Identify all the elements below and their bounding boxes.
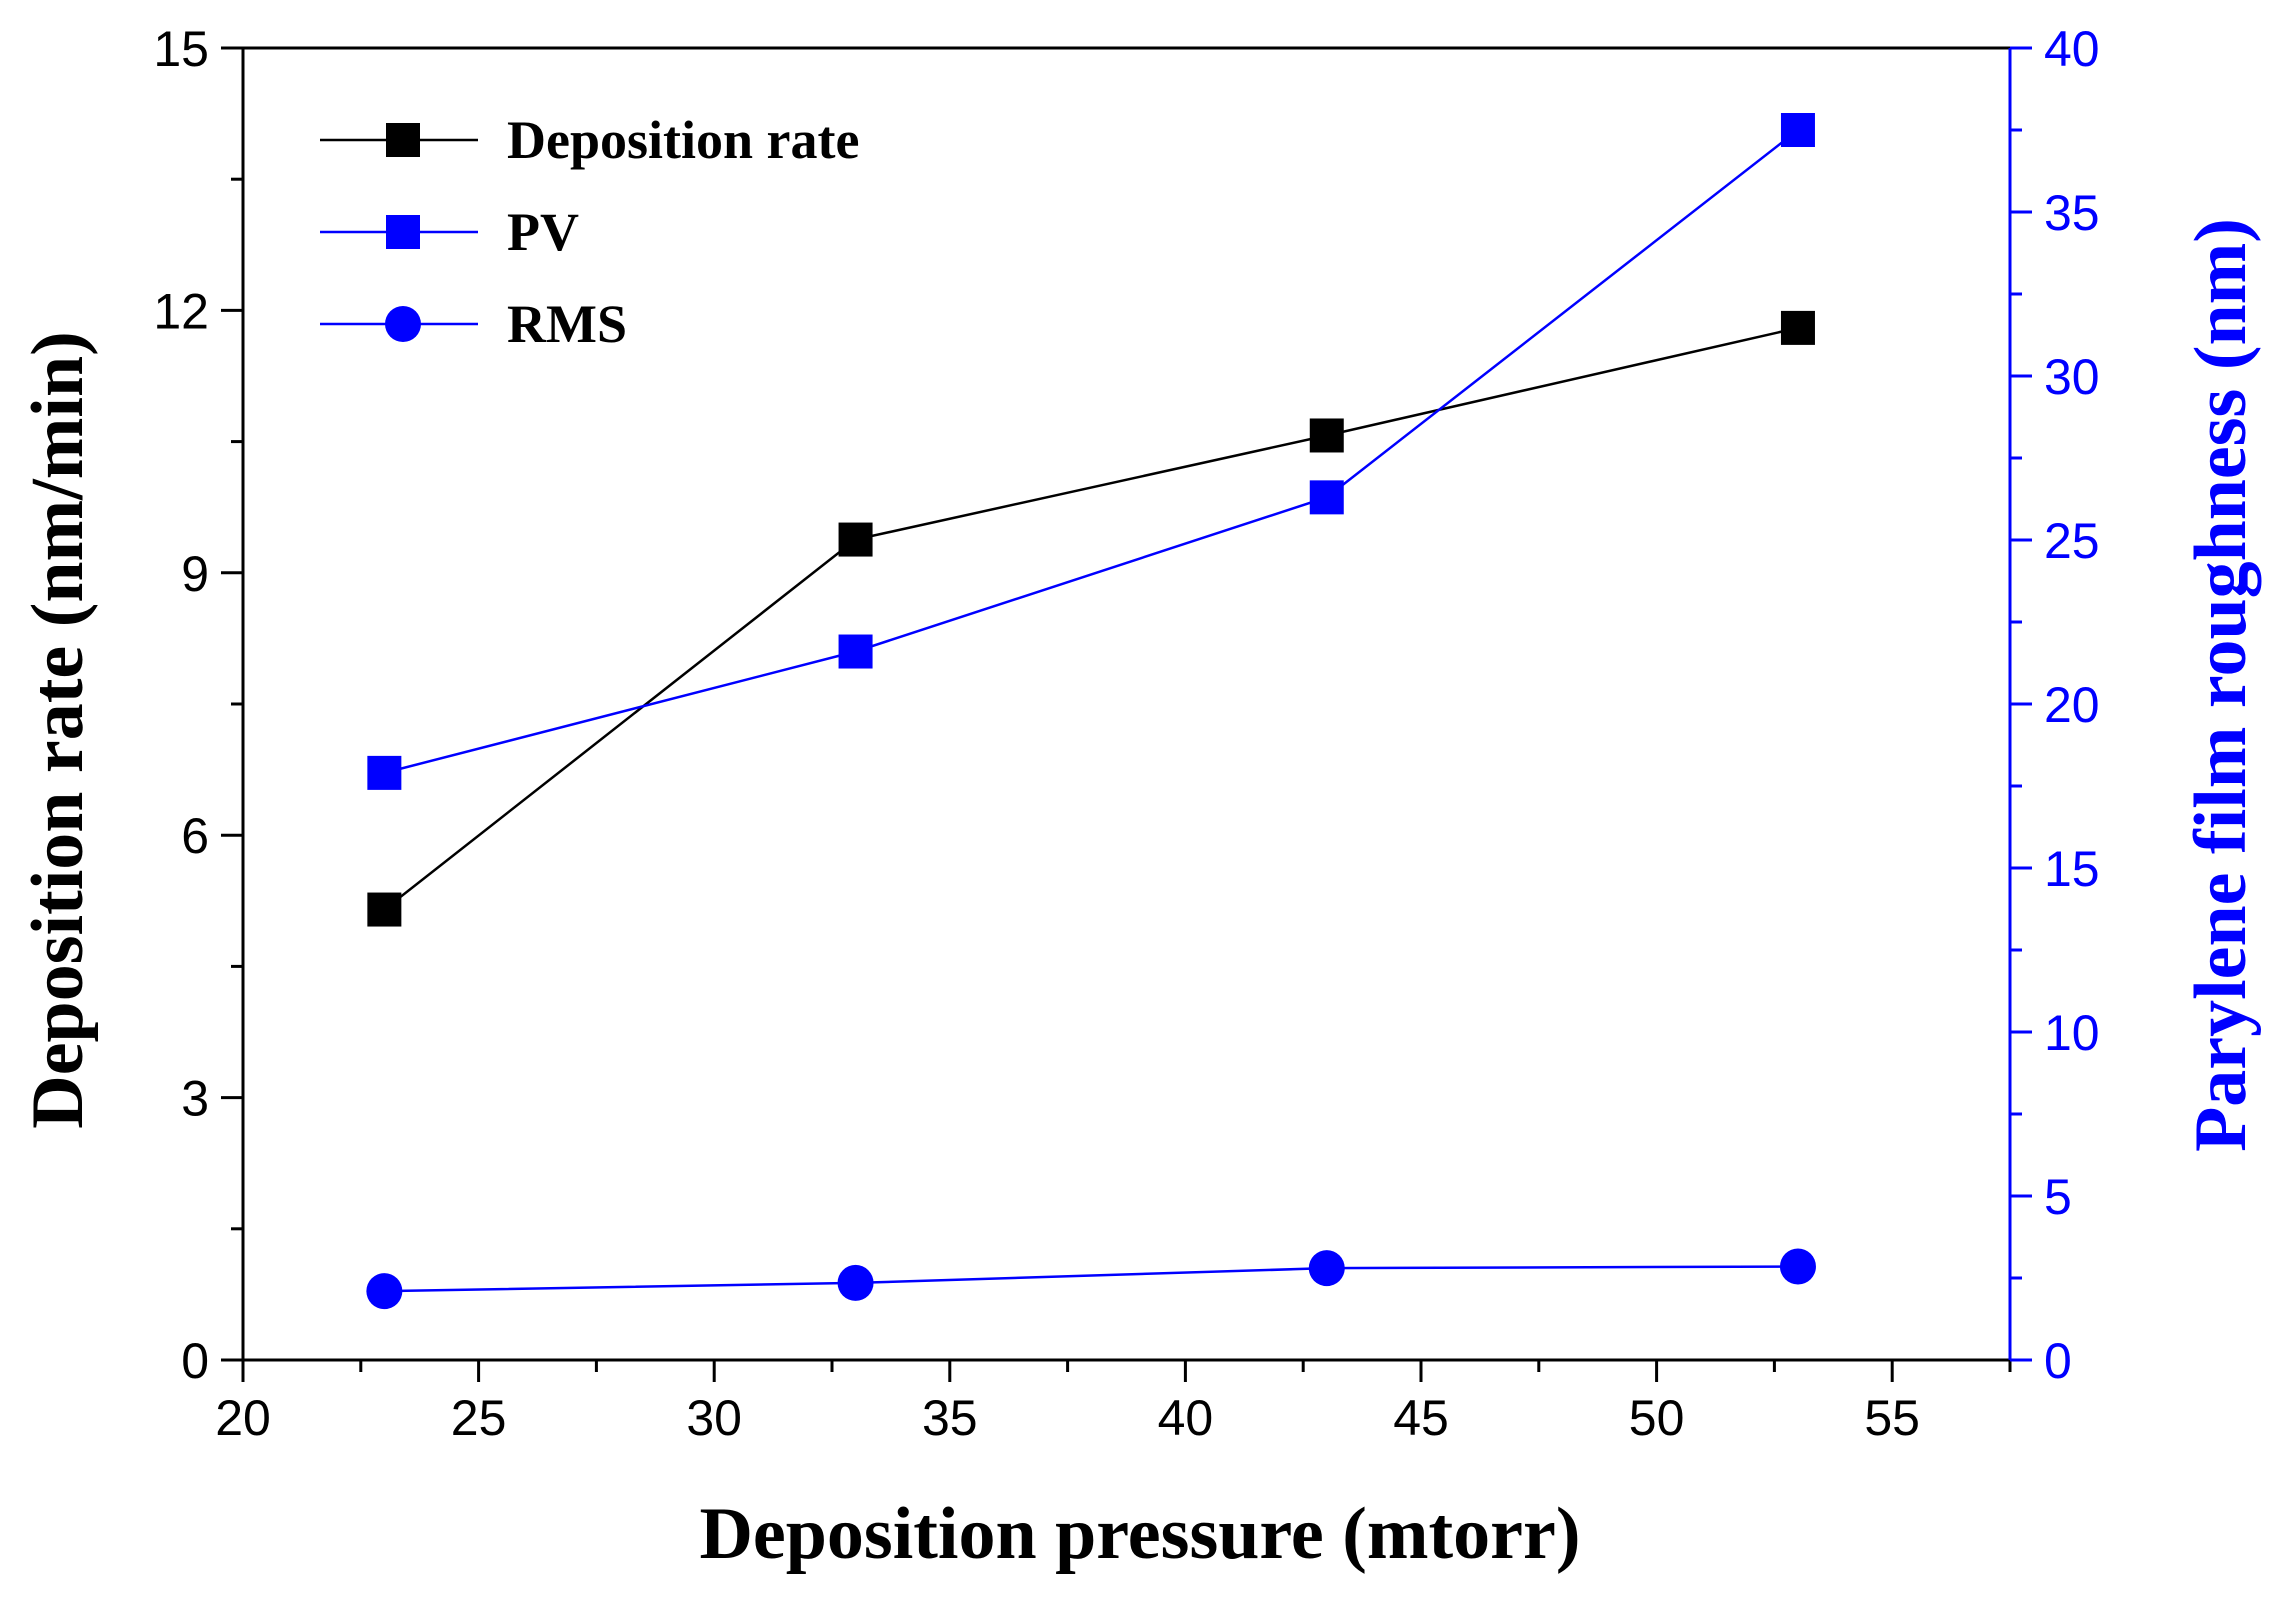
y-axis-title: Deposition rate (nm/min) <box>17 331 99 1129</box>
legend: Deposition rate PV RMS <box>320 110 859 354</box>
y2-tick-label: 35 <box>2044 185 2100 241</box>
x-tick-label: 30 <box>686 1390 742 1446</box>
rms-line <box>384 1265 1798 1293</box>
x-tick-label: 25 <box>451 1390 507 1446</box>
x-axis-title: Deposition pressure (mtorr) <box>699 1493 1580 1575</box>
rms-point <box>366 1273 403 1310</box>
y2-tick-label: 40 <box>2044 21 2100 77</box>
y2-tick-label: 0 <box>2044 1333 2072 1389</box>
x-tick-label: 45 <box>1393 1390 1449 1446</box>
pv-point <box>1780 113 1815 147</box>
legend-rms-label: RMS <box>507 294 627 354</box>
y-tick-label: 6 <box>181 808 209 864</box>
y2-axis-title: Parylene film roughness (nm) <box>2180 218 2262 1152</box>
x-tick-label: 55 <box>1864 1390 1920 1446</box>
deposition-rate-point <box>1780 310 1815 345</box>
x-tick-label: 20 <box>215 1390 271 1446</box>
y-tick-label: 3 <box>181 1071 209 1127</box>
y2-tick-label: 30 <box>2044 349 2100 405</box>
y2-tick-label: 15 <box>2044 841 2100 897</box>
series <box>366 113 1816 1310</box>
y2-tick-label: 5 <box>2044 1169 2072 1225</box>
deposition-rate-line <box>383 326 1799 911</box>
pv-point <box>1309 480 1344 515</box>
y-tick-label: 0 <box>181 1333 209 1389</box>
x-tick-label: 40 <box>1158 1390 1214 1446</box>
legend-deposition-rate-marker <box>386 123 420 157</box>
y2-tick-label: 10 <box>2044 1005 2100 1061</box>
ticks: 20 25 30 35 40 45 50 55 0 3 6 9 12 15 0 5 10 15 20 25 30 35 40 <box>153 21 2099 1446</box>
rms-point <box>837 1264 874 1301</box>
legend-rms-marker <box>385 306 421 342</box>
pv-point <box>838 634 873 669</box>
rms-point <box>1308 1250 1345 1287</box>
legend-pv-label: PV <box>507 202 579 262</box>
y2-tick-label: 25 <box>2044 513 2100 569</box>
y-tick-label: 15 <box>153 21 209 77</box>
pv-line <box>384 129 1799 775</box>
legend-pv-marker <box>386 215 420 249</box>
x-tick-label: 50 <box>1629 1390 1685 1446</box>
legend-deposition-rate-label: Deposition rate <box>507 110 859 170</box>
x-tick-label: 35 <box>922 1390 978 1446</box>
deposition-rate-point <box>1309 418 1344 453</box>
deposition-rate-point <box>838 522 873 557</box>
rms-point <box>1779 1248 1816 1285</box>
pv-point <box>367 755 402 790</box>
y-tick-label: 9 <box>181 546 209 602</box>
y-tick-label: 12 <box>153 283 209 339</box>
y2-tick-label: 20 <box>2044 677 2100 733</box>
deposition-rate-point <box>367 892 402 927</box>
